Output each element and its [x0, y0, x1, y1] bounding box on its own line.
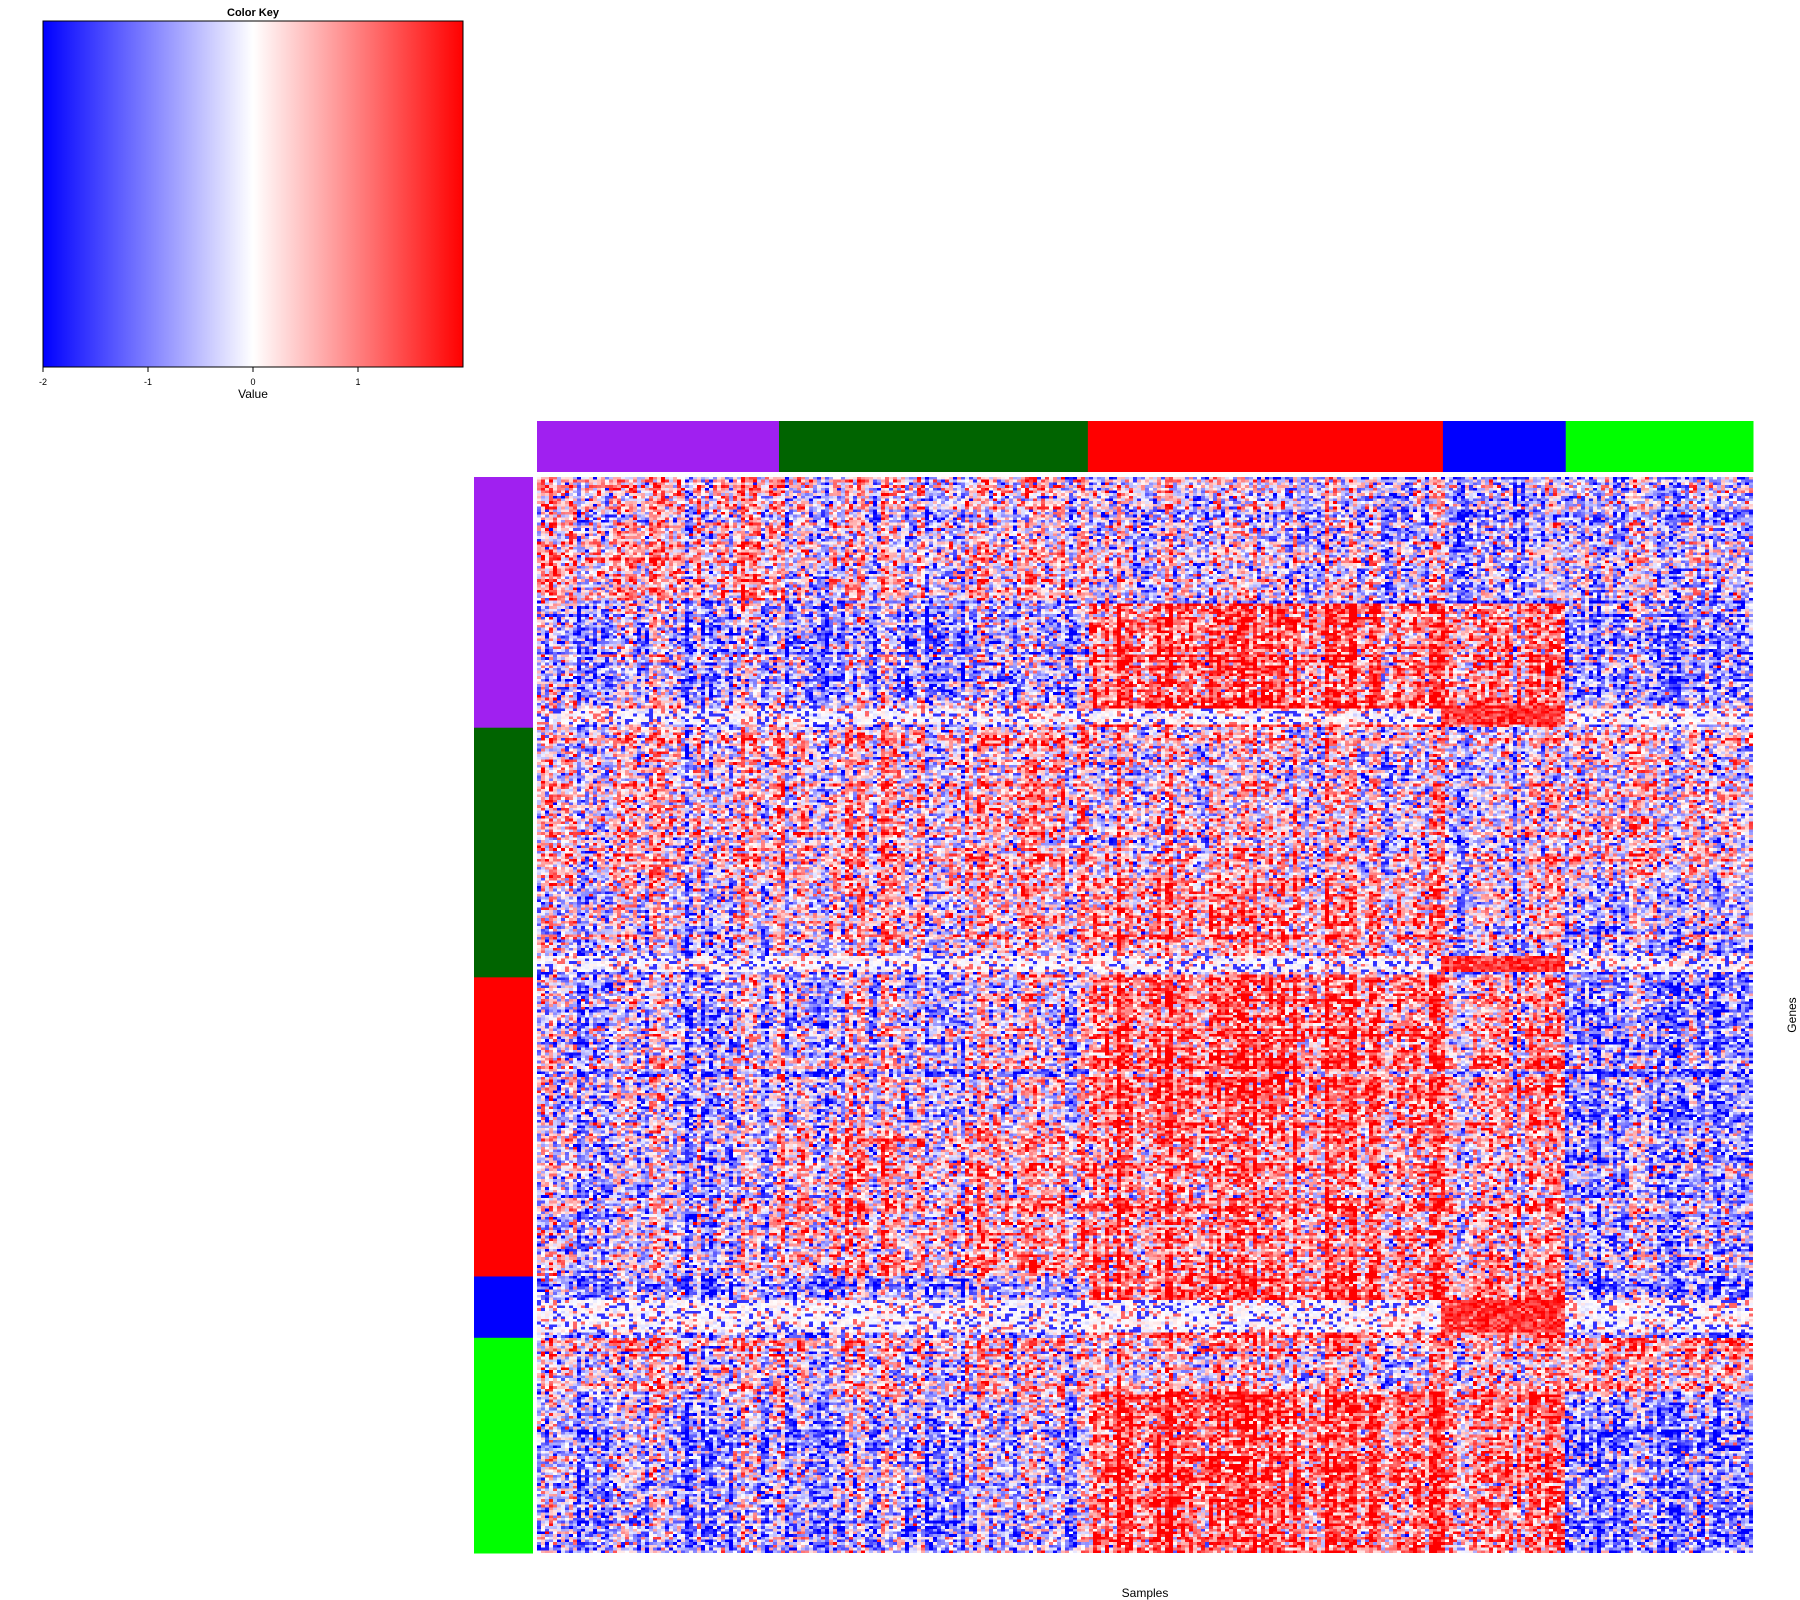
color-key-gradient — [42, 20, 464, 368]
color-key-tick-label: -1 — [144, 377, 152, 387]
color-key-tick-label: 0 — [250, 377, 255, 387]
row-cluster-1 — [474, 477, 533, 729]
column-cluster-bar — [537, 421, 1754, 472]
column-cluster-5 — [1565, 421, 1754, 472]
color-key-tick-label: -2 — [39, 377, 47, 387]
color-key-title: Color Key — [227, 7, 280, 19]
row-cluster-3 — [474, 977, 533, 1277]
color-key-tick-label: 1 — [355, 377, 360, 387]
row-cluster-5 — [474, 1337, 533, 1554]
heatmap-cells — [537, 477, 1753, 1553]
color-key: Color Key -2 -1 0 1 Value — [39, 7, 464, 401]
row-cluster-4 — [474, 1276, 533, 1339]
row-cluster-2 — [474, 727, 533, 978]
column-cluster-2 — [778, 421, 1089, 472]
heatmap-body — [537, 477, 1753, 1553]
column-cluster-1 — [537, 421, 780, 472]
column-cluster-4 — [1442, 421, 1567, 472]
column-cluster-3 — [1087, 421, 1444, 472]
color-key-value-label: Value — [238, 387, 268, 401]
y-axis-label: Genes — [1785, 997, 1799, 1032]
x-axis-label: Samples — [1122, 1586, 1169, 1600]
row-cluster-bar — [474, 477, 533, 1554]
color-key-axis: -2 -1 0 1 — [39, 367, 361, 387]
